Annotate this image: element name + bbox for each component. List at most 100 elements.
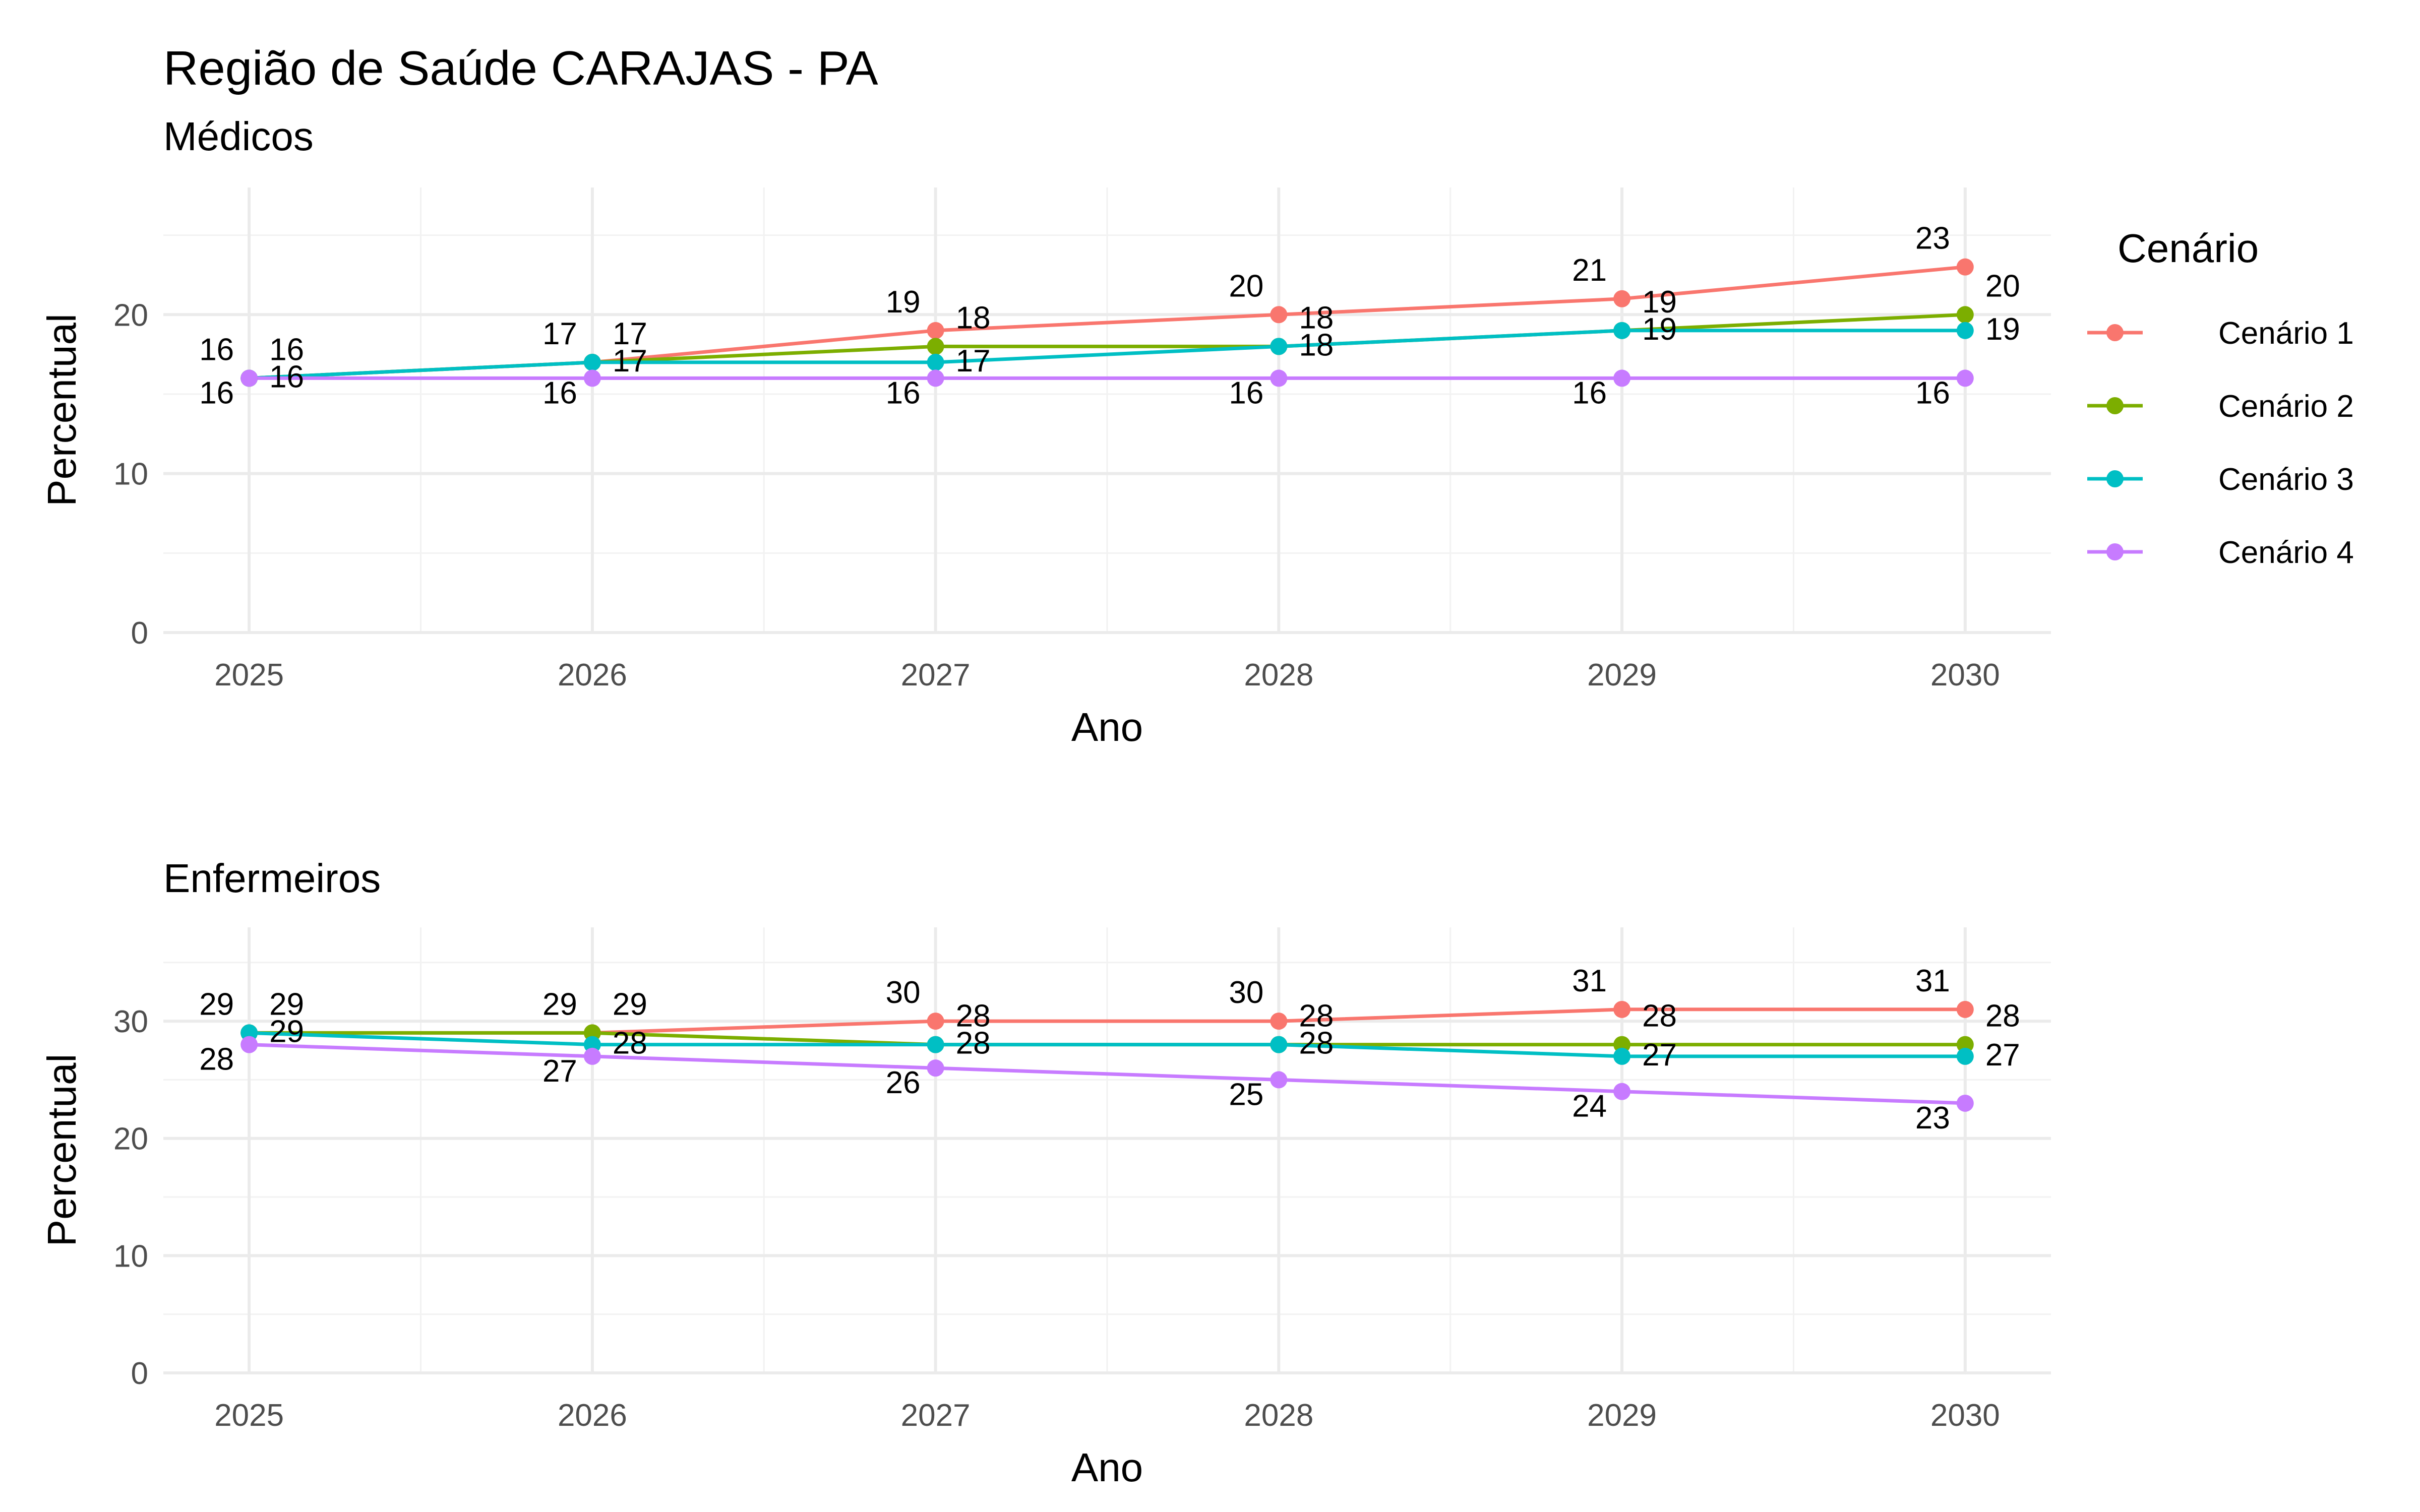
y-tick-label: 10 bbox=[113, 457, 148, 492]
x-tick-label: 2027 bbox=[901, 658, 971, 692]
data-point-cenario-4 bbox=[927, 369, 944, 387]
y-tick-label: 0 bbox=[131, 1356, 148, 1391]
y-tick-label: 30 bbox=[113, 1004, 148, 1039]
data-label-cenario-1: 30 bbox=[886, 975, 921, 1010]
data-label-cenario-4: 23 bbox=[1915, 1101, 1950, 1136]
data-point-cenario-4 bbox=[927, 1059, 944, 1077]
data-label-cenario-3: 18 bbox=[1299, 328, 1334, 362]
data-point-cenario-4 bbox=[1956, 1094, 1974, 1112]
data-label-cenario-1: 31 bbox=[1572, 964, 1607, 998]
data-point-cenario-2 bbox=[927, 338, 944, 355]
data-point-cenario-4 bbox=[1613, 369, 1631, 387]
legend-key-point bbox=[2106, 470, 2124, 487]
data-point-cenario-4 bbox=[240, 369, 258, 387]
data-label-cenario-2: 29 bbox=[613, 987, 647, 1022]
data-point-cenario-1 bbox=[1956, 1000, 1974, 1018]
data-point-cenario-3 bbox=[1270, 338, 1288, 355]
data-point-cenario-3 bbox=[583, 1036, 601, 1053]
legend-key-point bbox=[2106, 324, 2124, 341]
data-label-cenario-4: 25 bbox=[1229, 1077, 1263, 1112]
data-point-cenario-3 bbox=[1270, 1036, 1288, 1053]
data-label-cenario-4: 27 bbox=[542, 1054, 577, 1089]
data-label-cenario-1: 17 bbox=[542, 317, 577, 351]
y-axis-title: Percentual bbox=[39, 313, 84, 506]
legend-label: Cenário 3 bbox=[2218, 462, 2354, 497]
x-tick-label: 2027 bbox=[901, 1398, 971, 1433]
legend-key-point bbox=[2106, 397, 2124, 414]
panel-medicos: Médicos 0 10 20 2025 2026 2027 2028 2029 2030 Ano P… bbox=[39, 114, 2051, 749]
data-label-cenario-2: 20 bbox=[1985, 269, 2020, 303]
data-label-cenario-1: 19 bbox=[886, 285, 921, 320]
legend-item-cenario-3: Cenário 3 bbox=[2087, 462, 2354, 497]
series-line-cenario-3 bbox=[249, 329, 1965, 380]
data-label-cenario-1: 30 bbox=[1229, 975, 1263, 1010]
data-point-cenario-2 bbox=[1613, 1036, 1631, 1053]
data-point-cenario-3 bbox=[1956, 1047, 1974, 1065]
data-label-cenario-1: 21 bbox=[1572, 253, 1607, 288]
data-point-cenario-1 bbox=[927, 1013, 944, 1030]
data-point-cenario-4 bbox=[583, 1047, 601, 1065]
data-label-cenario-4: 26 bbox=[886, 1065, 921, 1100]
x-axis-title: Ano bbox=[1071, 1445, 1143, 1490]
data-label-cenario-4: 24 bbox=[1572, 1089, 1607, 1124]
data-point-cenario-4 bbox=[583, 369, 601, 387]
data-label-cenario-2: 18 bbox=[956, 300, 991, 335]
legend: Cenário Cenário 1 Cenário 2 Cenário 3 Cenári… bbox=[2087, 226, 2354, 570]
data-label-cenario-4: 16 bbox=[1572, 375, 1607, 410]
x-tick-label: 2029 bbox=[1587, 658, 1657, 692]
data-label-cenario-4: 16 bbox=[886, 375, 921, 410]
y-tick-label: 20 bbox=[113, 298, 148, 333]
data-label-cenario-3: 17 bbox=[613, 344, 647, 379]
data-label-cenario-2: 29 bbox=[269, 987, 304, 1022]
data-label-cenario-2: 16 bbox=[269, 332, 304, 367]
data-label-cenario-2: 28 bbox=[1985, 999, 2020, 1034]
data-point-cenario-3 bbox=[1956, 322, 1974, 339]
data-point-cenario-1 bbox=[1613, 290, 1631, 307]
data-point-cenario-4 bbox=[240, 1036, 258, 1053]
y-tick-label: 0 bbox=[131, 616, 148, 651]
data-label-cenario-4: 16 bbox=[1229, 375, 1263, 410]
data-label-cenario-1: 29 bbox=[199, 987, 234, 1022]
series-line-cenario-4 bbox=[249, 1043, 1965, 1105]
data-label-cenario-3: 29 bbox=[269, 1014, 304, 1049]
x-tick-label: 2030 bbox=[1930, 658, 2000, 692]
data-point-cenario-2 bbox=[583, 1024, 601, 1042]
legend-item-cenario-1: Cenário 1 bbox=[2087, 316, 2354, 351]
legend-item-cenario-4: Cenário 4 bbox=[2087, 535, 2354, 570]
legend-label: Cenário 1 bbox=[2218, 316, 2354, 351]
data-label-cenario-3: 16 bbox=[269, 359, 304, 394]
legend-key-point bbox=[2106, 543, 2124, 560]
x-tick-label: 2030 bbox=[1930, 1398, 2000, 1433]
x-tick-label: 2029 bbox=[1587, 1398, 1657, 1433]
x-tick-label: 2028 bbox=[1244, 658, 1313, 692]
data-label-cenario-2: 17 bbox=[613, 317, 647, 351]
panel-subtitle: Enfermeiros bbox=[163, 856, 381, 901]
y-axis-title: Percentual bbox=[39, 1054, 84, 1246]
y-tick-label: 20 bbox=[113, 1122, 148, 1157]
data-label-cenario-4: 16 bbox=[542, 375, 577, 410]
x-axis-title: Ano bbox=[1071, 705, 1143, 749]
data-label-cenario-3: 19 bbox=[1985, 312, 2020, 347]
data-point-cenario-2 bbox=[1956, 1036, 1974, 1053]
x-tick-label: 2025 bbox=[214, 1398, 284, 1433]
data-point-cenario-1 bbox=[1956, 258, 1974, 276]
data-point-cenario-4 bbox=[1270, 369, 1288, 387]
data-label-cenario-1: 29 bbox=[542, 987, 577, 1022]
data-label-cenario-1: 31 bbox=[1915, 964, 1950, 998]
data-point-cenario-4 bbox=[1613, 1083, 1631, 1100]
data-point-cenario-4 bbox=[1270, 1071, 1288, 1089]
data-label-cenario-3: 27 bbox=[1985, 1038, 2020, 1073]
data-label-cenario-1: 20 bbox=[1229, 269, 1263, 303]
data-label-cenario-4: 16 bbox=[1915, 375, 1950, 410]
data-point-cenario-1 bbox=[927, 322, 944, 339]
data-point-cenario-3 bbox=[927, 353, 944, 371]
data-label-cenario-3: 28 bbox=[1299, 1026, 1334, 1061]
data-label-cenario-3: 17 bbox=[956, 344, 991, 379]
x-tick-label: 2028 bbox=[1244, 1398, 1313, 1433]
data-point-cenario-1 bbox=[1270, 306, 1288, 324]
y-tick-label: 10 bbox=[113, 1239, 148, 1274]
data-point-cenario-1 bbox=[1613, 1000, 1631, 1018]
data-label-cenario-4: 28 bbox=[199, 1042, 234, 1077]
data-label-cenario-2: 28 bbox=[1299, 999, 1334, 1034]
